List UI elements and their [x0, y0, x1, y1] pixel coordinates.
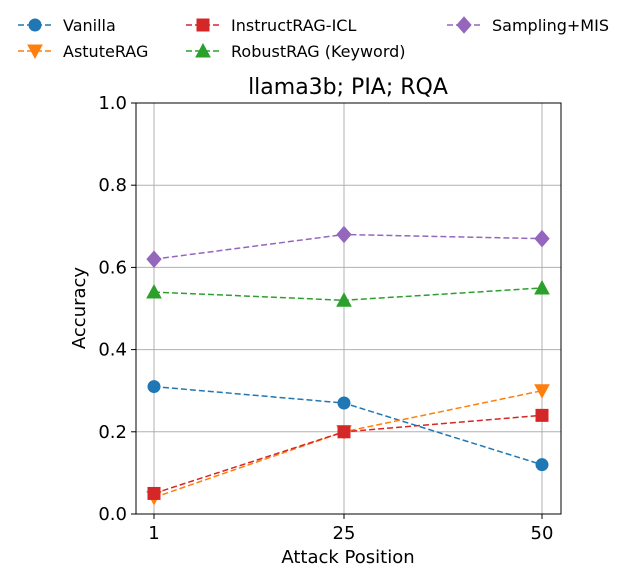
data-point — [336, 292, 352, 307]
series-sampling-mis — [146, 225, 550, 268]
legend: Vanilla AstuteRAG InstructRAG-ICL RobustRAG… — [18, 16, 609, 61]
legend-item: Sampling+MIS — [447, 16, 609, 35]
series-robustrag-keyword — [146, 279, 550, 307]
x-tick-label: 50 — [531, 523, 554, 544]
legend-marker — [196, 18, 210, 32]
data-point — [336, 225, 352, 244]
data-point — [534, 229, 550, 248]
data-point — [534, 384, 550, 399]
data-point — [147, 380, 161, 394]
data-point — [337, 396, 351, 410]
data-point — [535, 458, 549, 472]
chart-title: llama3b; PIA; RQA — [248, 75, 448, 100]
x-tick-label: 1 — [148, 523, 159, 544]
plot-frame — [135, 102, 562, 515]
x-axis-label: Attack Position — [281, 547, 414, 568]
legend-marker — [456, 16, 472, 34]
legend-label: Vanilla — [63, 16, 116, 35]
ticks: 0.0 0.2 0.4 0.6 0.8 1.0 1 25 50 — [98, 93, 553, 544]
series-vanilla — [147, 380, 549, 472]
legend-label: AstuteRAG — [63, 42, 148, 61]
grid — [136, 102, 561, 515]
legend-label: Sampling+MIS — [492, 16, 609, 35]
data-point — [534, 279, 550, 295]
legend-item: AstuteRAG — [18, 42, 148, 61]
legend-label: InstructRAG-ICL — [231, 16, 356, 35]
data-point — [147, 486, 161, 500]
y-tick-label: 0.6 — [98, 257, 127, 278]
legend-item: Vanilla — [18, 16, 116, 35]
legend-marker — [28, 18, 42, 32]
legend-label: RobustRAG (Keyword) — [231, 42, 406, 61]
series-line — [153, 287, 543, 302]
data-point — [146, 250, 162, 268]
y-tick-label: 0.8 — [98, 175, 127, 196]
series-instructrag-icl — [147, 408, 549, 500]
x-tick-label: 25 — [333, 523, 356, 544]
legend-marker — [195, 42, 211, 58]
legend-item: InstructRAG-ICL — [186, 16, 356, 35]
series-group — [146, 225, 550, 506]
y-tick-label: 1.0 — [98, 93, 127, 114]
data-point — [146, 284, 162, 299]
data-point — [337, 425, 351, 439]
legend-marker — [27, 44, 43, 60]
legend-item: RobustRAG (Keyword) — [186, 42, 406, 61]
y-axis-label: Accuracy — [69, 267, 90, 350]
y-tick-label: 0.2 — [98, 422, 127, 443]
data-point — [535, 408, 549, 422]
y-tick-label: 0.0 — [98, 504, 127, 525]
y-tick-label: 0.4 — [98, 340, 127, 361]
